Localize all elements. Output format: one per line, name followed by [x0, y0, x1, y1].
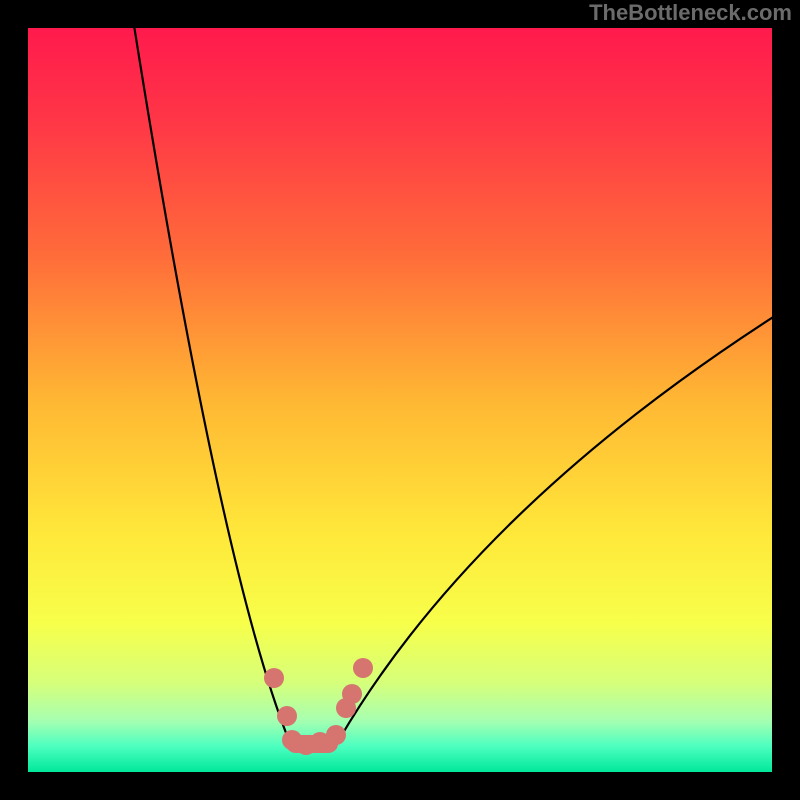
data-marker [277, 706, 297, 726]
data-marker [264, 668, 284, 688]
watermark-text: TheBottleneck.com [589, 0, 792, 26]
data-marker [353, 658, 373, 678]
chart-frame: TheBottleneck.com [0, 0, 800, 800]
data-marker [326, 725, 346, 745]
gradient-background [28, 28, 772, 772]
data-marker [342, 684, 362, 704]
bottleneck-chart [0, 0, 800, 800]
